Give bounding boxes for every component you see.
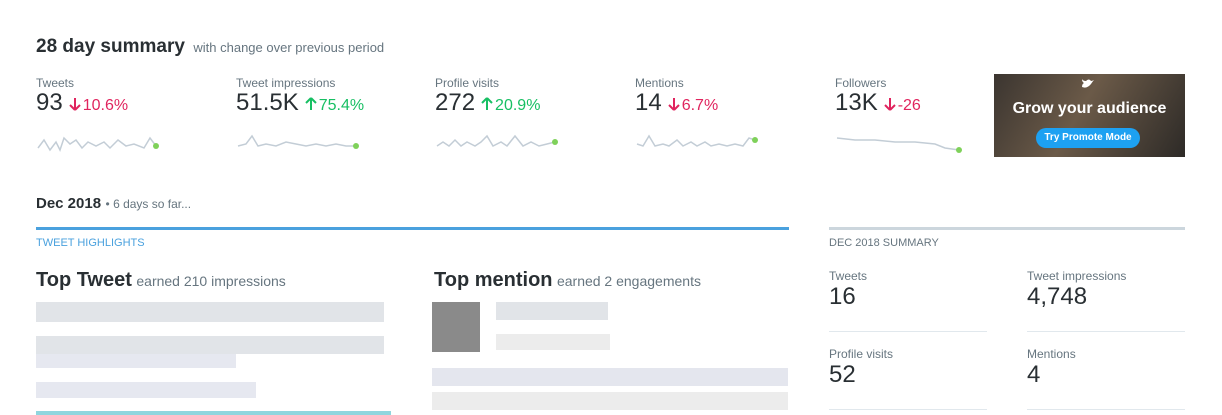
metric-change: -26 [897,97,921,114]
metric-value: 51.5K [236,89,299,116]
title: 28 day summary [36,36,185,57]
sparkline [636,134,758,147]
arrow-up [305,97,317,110]
metric-value-row: 272 20.9% [435,89,540,117]
summary-label: Profile visits [829,347,894,361]
top-mention-header: Top mention earned 2 engagements [434,269,701,292]
sparkline [37,136,159,152]
top-tweet-title: Top Tweet [36,269,132,291]
metric-change: 75.4% [318,97,365,114]
metric-value-row: 93 10.6% [36,89,128,117]
summary-value: 16 [829,283,856,310]
sparkline [836,137,962,153]
summary-divider [1027,331,1185,332]
arrow-down [68,98,81,111]
arrow-down [667,98,680,111]
promote-button[interactable]: Try Promote Mode [1036,128,1140,148]
summary-label: Tweet impressions [1027,269,1127,283]
summary-heading: DEC 2018 SUMMARY [829,237,939,249]
metric-label: Mentions [635,76,684,90]
metric-value-row: 14 6.7% [635,89,718,117]
metric-change: 10.6% [82,97,129,114]
metric-label: Tweets [36,76,75,90]
summary-divider [1027,409,1185,410]
promo-title: Grow your audience [1012,100,1167,117]
top-tweet-header: Top Tweet earned 210 impressions [36,269,286,292]
highlight-rule [36,227,789,230]
metric-label: Profile visits [435,76,500,90]
arrow-down [883,98,896,111]
top-mention-title: Top mention [434,269,553,291]
month-title: Dec 2018 [36,195,102,212]
summary-divider [829,409,987,410]
summary-value: 52 [829,361,856,388]
metric-change: 20.9% [495,97,541,114]
subtitle: with change over previous period [193,40,385,55]
summary-value: 4,748 [1027,283,1088,310]
summary-value: 4 [1027,361,1041,388]
metric-value: 93 [36,89,63,116]
promo-card[interactable]: Grow your audience Try Promote Mode [994,74,1185,157]
month-header: Dec 2018 • 6 days so far... [36,195,192,212]
arrow-up [481,97,493,110]
sparkline [237,134,359,149]
metric-value-row: 51.5K 75.4% [236,89,364,117]
highlights-heading: TWEET HIGHLIGHTS [36,237,145,249]
metric-value: 13K [835,89,878,116]
summary-header: 28 day summary with change over previous… [36,36,384,58]
summary-rule [829,227,1185,230]
metric-value-row: 13K -26 [835,89,921,117]
metric-label: Tweet impressions [236,76,336,90]
metric-label: Followers [835,76,887,90]
bird-icon [1082,79,1094,88]
summary-divider [829,331,987,332]
top-tweet-note: earned 210 impressions [136,273,286,289]
summary-label: Tweets [829,269,868,283]
metric-value: 272 [435,89,476,116]
metric-value: 14 [635,89,662,116]
month-note: 6 days so far... [113,197,192,211]
summary-label: Mentions [1027,347,1076,361]
top-mention-note: earned 2 engagements [556,273,701,289]
sparkline [436,134,558,148]
metric-change: 6.7% [681,97,719,114]
